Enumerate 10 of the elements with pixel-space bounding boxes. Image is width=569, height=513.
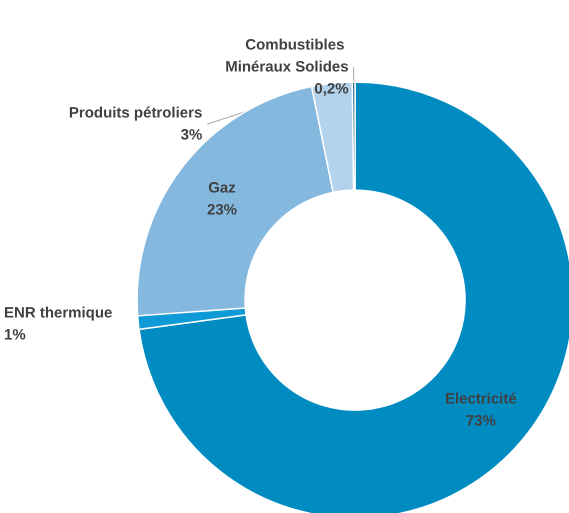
- data-label: 3%: [180, 126, 202, 144]
- data-label: 0,2%: [314, 80, 349, 98]
- slice-label: Combustibles Minéraux Solides: [225, 36, 349, 76]
- data-label: 73%: [466, 412, 496, 430]
- slice-label: Produits pétroliers: [68, 104, 202, 122]
- slice-label: ENR thermique: [4, 304, 112, 322]
- data-label: 23%: [206, 202, 238, 219]
- data-label: 1%: [4, 326, 26, 344]
- slice-label: Electricité: [444, 390, 517, 408]
- slice-label: Gaz: [208, 180, 236, 197]
